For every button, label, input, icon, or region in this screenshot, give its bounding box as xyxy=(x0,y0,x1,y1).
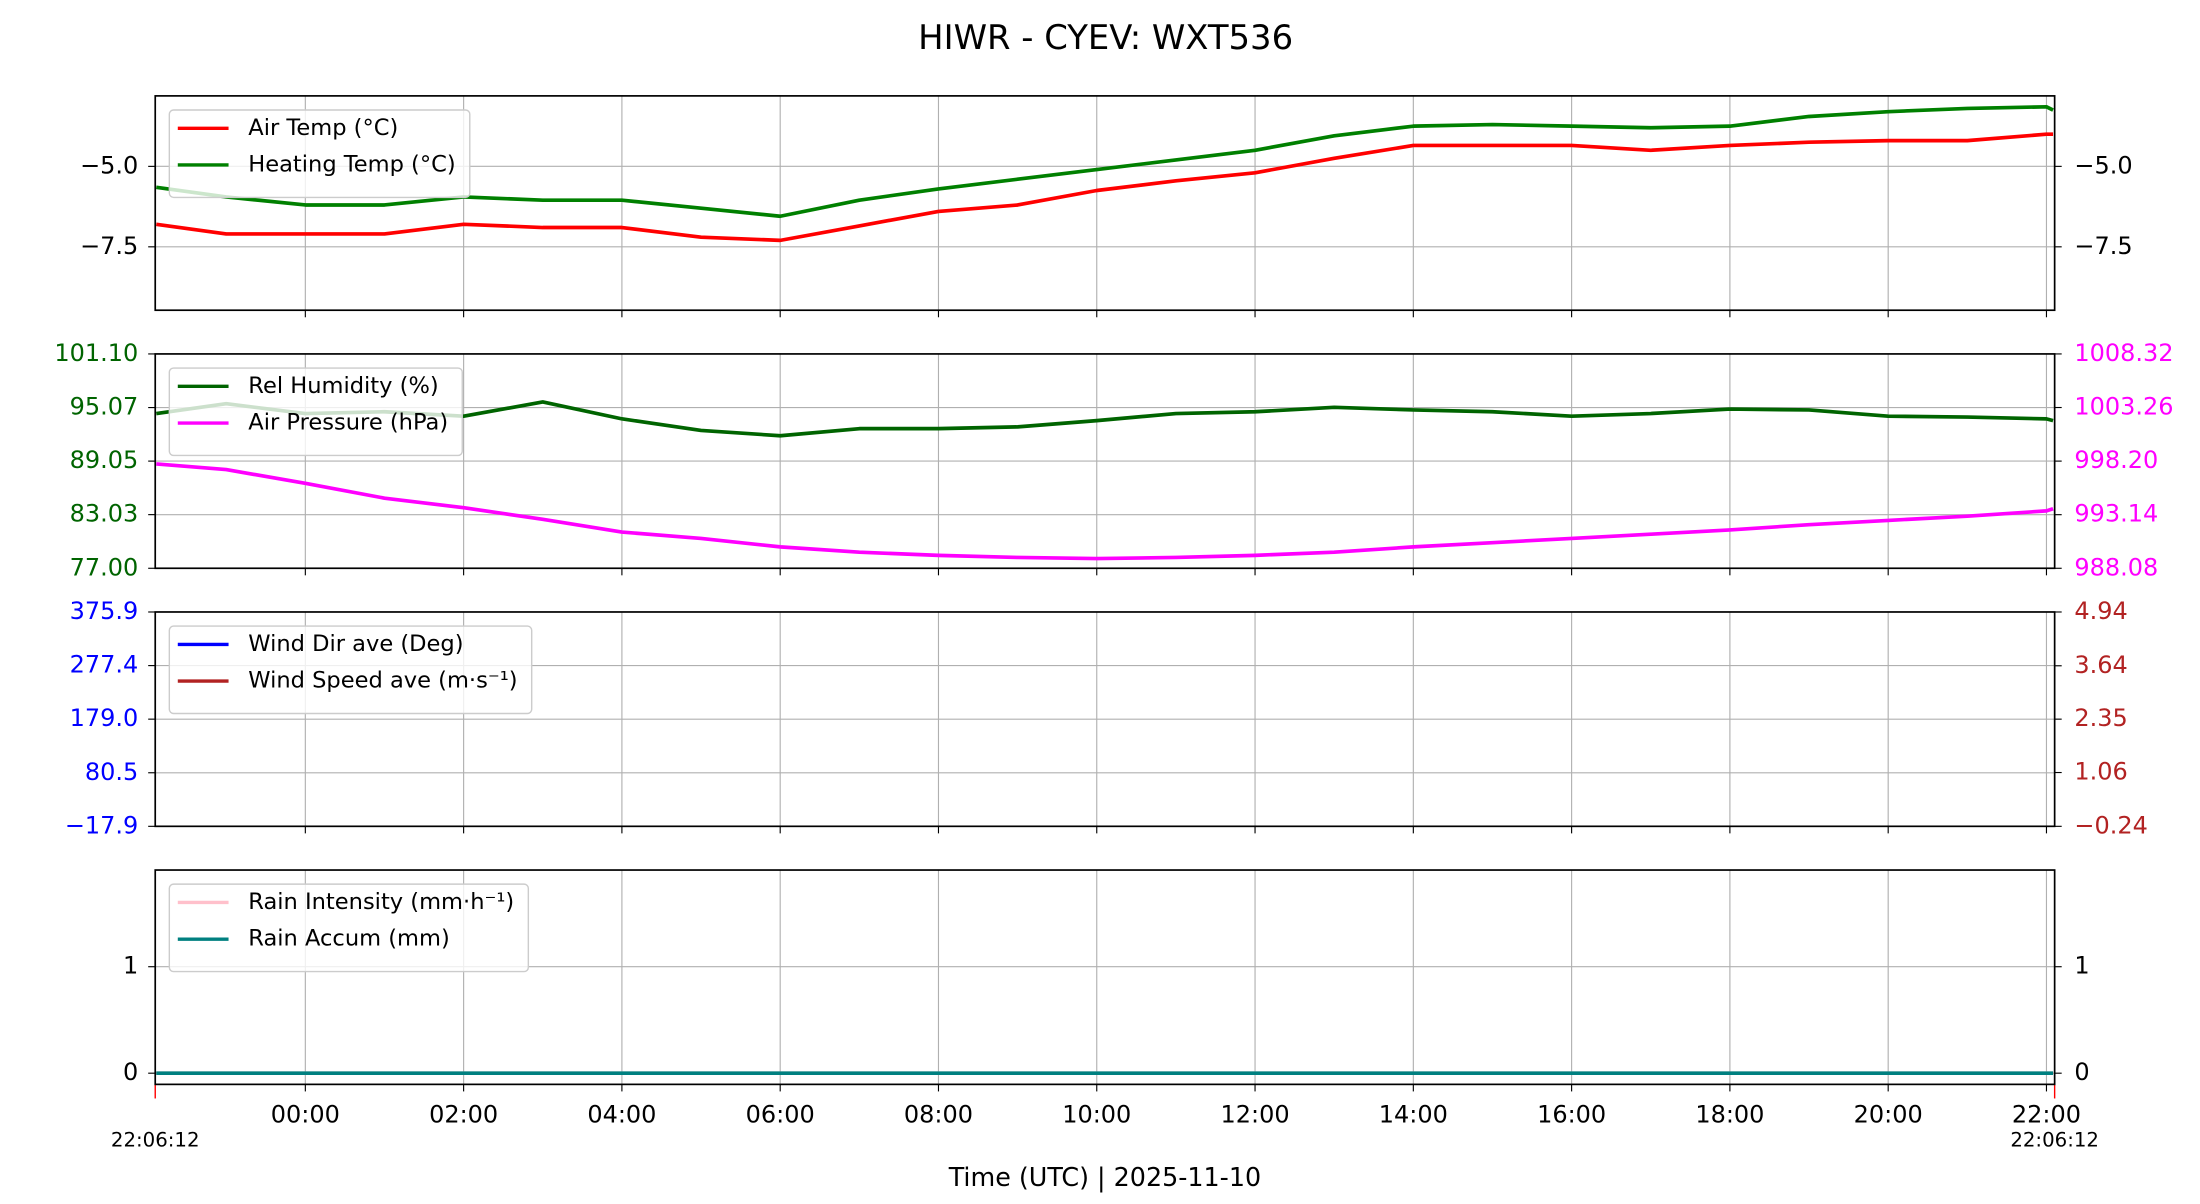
y2-tick-label: 2.35 xyxy=(2074,704,2127,732)
x-tick-label: 20:00 xyxy=(1854,1100,1923,1128)
x-edge-label: 22:06:12 xyxy=(111,1128,200,1151)
y2-tick-label: 988.08 xyxy=(2074,553,2158,581)
legend-box xyxy=(168,625,533,715)
legend: Wind Dir ave (Deg) Wind Speed ave (m·s⁻¹) xyxy=(168,625,533,715)
x-tick-label: 22:00 xyxy=(2012,1100,2081,1128)
x-tick-label: 18:00 xyxy=(1695,1100,1764,1128)
legend-label: Air Temp (°C) xyxy=(248,115,398,141)
y2-tick-label: 1 xyxy=(2074,952,2089,980)
y-tick-label: 101.10 xyxy=(54,339,138,367)
x-tick-label: 02:00 xyxy=(429,1100,498,1128)
y2-tick-label: 0 xyxy=(2074,1058,2089,1086)
legend-label: Rel Humidity (%) xyxy=(248,373,438,399)
figure-title: HIWR - CYEV: WXT536 xyxy=(918,18,1293,57)
legend-box xyxy=(168,367,463,457)
x-tick-label: 10:00 xyxy=(1062,1100,1131,1128)
y-tick-label: 179.0 xyxy=(70,704,139,732)
x-tick-label: 00:00 xyxy=(271,1100,340,1128)
y2-tick-label: 3.64 xyxy=(2074,651,2127,679)
legend-label: Wind Dir ave (Deg) xyxy=(248,631,463,657)
y-tick-label: 83.03 xyxy=(70,500,139,528)
y2-tick-label: 1008.32 xyxy=(2074,339,2173,367)
x-tick-label: 08:00 xyxy=(904,1100,973,1128)
y-tick-label: 0 xyxy=(123,1058,138,1086)
legend-box xyxy=(168,883,530,973)
y2-tick-label: 998.20 xyxy=(2074,446,2158,474)
y2-tick-label: −7.5 xyxy=(2074,232,2132,260)
y2-tick-label: 4.94 xyxy=(2074,597,2127,625)
x-edge-label: 22:06:12 xyxy=(2010,1128,2099,1151)
legend: Rain Intensity (mm·h⁻¹) Rain Accum (mm) xyxy=(168,883,530,973)
y-tick-label: 80.5 xyxy=(85,758,138,786)
y2-tick-label: −0.24 xyxy=(2074,811,2147,839)
legend-label: Rain Accum (mm) xyxy=(248,926,449,952)
x-axis-label: Time (UTC) | 2025-11-10 xyxy=(948,1162,1261,1192)
legend-label: Air Pressure (hPa) xyxy=(248,410,448,436)
y-tick-label: 89.05 xyxy=(70,446,139,474)
y2-tick-label: 1.06 xyxy=(2074,758,2127,786)
series-line xyxy=(156,462,2054,561)
x-tick-label: 12:00 xyxy=(1221,1100,1290,1128)
y-tick-label: 1 xyxy=(123,952,138,980)
y2-tick-label: 993.14 xyxy=(2074,500,2158,528)
axes-frame xyxy=(154,95,2056,312)
legend-label: Wind Speed ave (m·s⁻¹) xyxy=(248,668,517,694)
y-tick-label: −7.5 xyxy=(80,232,138,260)
y2-tick-label: −5.0 xyxy=(2074,151,2132,179)
series-line xyxy=(156,400,2054,438)
legend-box xyxy=(168,109,471,199)
y-tick-label: 95.07 xyxy=(70,393,139,421)
y2-tick-label: 1003.26 xyxy=(2074,393,2173,421)
x-tick-label: 14:00 xyxy=(1379,1100,1448,1128)
y-tick-label: 77.00 xyxy=(70,553,139,581)
axes-frame xyxy=(154,611,2056,828)
legend-label: Heating Temp (°C) xyxy=(248,151,455,177)
series-line xyxy=(156,132,2054,243)
axes-frame xyxy=(154,353,2056,570)
x-tick-label: 16:00 xyxy=(1537,1100,1606,1128)
y-tick-label: 375.9 xyxy=(70,597,139,625)
x-tick-label: 06:00 xyxy=(746,1100,815,1128)
x-tick-label: 04:00 xyxy=(587,1100,656,1128)
legend: Air Temp (°C) Heating Temp (°C) xyxy=(168,109,471,199)
legend: Rel Humidity (%) Air Pressure (hPa) xyxy=(168,367,463,457)
y-tick-label: −17.9 xyxy=(65,811,138,839)
y-tick-label: 277.4 xyxy=(70,651,139,679)
series-line xyxy=(156,104,2054,219)
axes-frame xyxy=(154,869,2056,1086)
y-tick-label: −5.0 xyxy=(80,151,138,179)
legend-label: Rain Intensity (mm·h⁻¹) xyxy=(248,889,514,915)
